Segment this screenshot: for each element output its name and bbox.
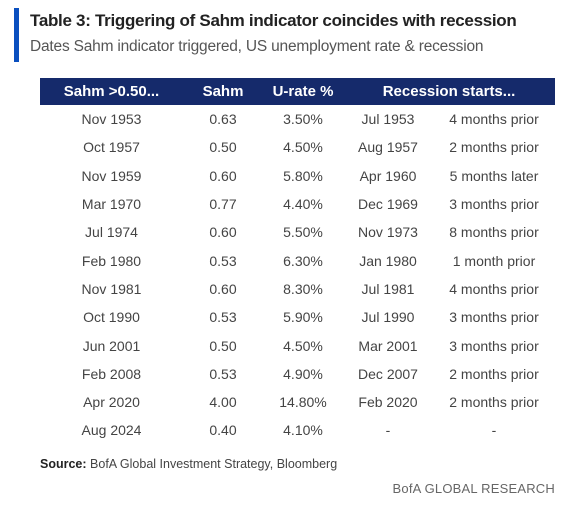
source-label: Source: (40, 457, 87, 471)
table-cell: 5.90% (283, 309, 323, 326)
column-header: Sahm >0.50... (40, 78, 183, 105)
table-cell: Apr 1960 (359, 167, 417, 184)
table-cell: 0.60 (209, 280, 237, 297)
table-cell: Aug 2024 (81, 422, 142, 439)
table-cell: Feb 2020 (358, 394, 418, 411)
table-cell: 8.30% (283, 280, 323, 297)
table-cell: Oct 1990 (83, 309, 140, 326)
table-row: Oct 1990 0.53 5.90% Jul 1990 3 months prior (40, 303, 555, 331)
table-cell: 3 months prior (449, 309, 539, 326)
table-cell: Aug 1957 (358, 139, 418, 156)
table-cell: Jul 1981 (361, 280, 415, 297)
table-cell: Nov 1953 (81, 111, 142, 128)
table-cell: 3 months prior (449, 196, 539, 213)
table-cell: 8 months prior (449, 224, 539, 241)
table-row: Nov 1959 0.60 5.80% Apr 1960 5 months later (40, 162, 555, 190)
table-cell: Nov 1973 (358, 224, 418, 241)
table-cell: Jun 2001 (82, 337, 141, 354)
table-row: Oct 1957 0.50 4.50% Aug 1957 2 months prior (40, 133, 555, 161)
table-cell: 2 months prior (449, 365, 539, 382)
table-cell: 4 months prior (449, 111, 539, 128)
column-header: Recession starts... (343, 78, 555, 105)
subtitle: Dates Sahm indicator triggered, US unemp… (30, 38, 484, 55)
table-cell: 4.50% (283, 139, 323, 156)
footer: BofA GLOBAL RESEARCH (392, 481, 555, 496)
table-cell: 4.40% (283, 196, 323, 213)
table-cell: 0.40 (209, 422, 237, 439)
table-cell: 4.00 (209, 394, 237, 411)
source-text: BofA Global Investment Strategy, Bloombe… (90, 457, 338, 471)
table-cell: 0.77 (209, 196, 237, 213)
table-cell: 4.90% (283, 365, 323, 382)
table-cell: - (491, 422, 497, 439)
table-cell: Jul 1990 (361, 309, 415, 326)
table-cell: 5.50% (283, 224, 323, 241)
table-cell: Dec 2007 (358, 365, 418, 382)
table-cell: 0.50 (209, 337, 237, 354)
table-cell: Feb 1980 (81, 252, 142, 269)
table-cell: 0.50 (209, 139, 237, 156)
table-cell: 0.53 (209, 365, 237, 382)
table-body: Nov 1953 0.63 3.50% Jul 1953 4 months prior O… (40, 105, 555, 445)
table-cell: Apr 2020 (83, 394, 140, 411)
column-header: U-rate % (263, 78, 343, 105)
table-cell: Jul 1953 (361, 111, 415, 128)
table-cell: 6.30% (283, 252, 323, 269)
table-cell: Jan 1980 (359, 252, 417, 269)
table-cell: Nov 1981 (81, 280, 142, 297)
table-cell: 2 months prior (449, 394, 539, 411)
accent-bar (14, 8, 19, 62)
table-row: Feb 1980 0.53 6.30% Jan 1980 1 month prior (40, 246, 555, 274)
table-cell: 4 months prior (449, 280, 539, 297)
table-cell: 0.60 (209, 224, 237, 241)
data-table: Sahm >0.50... Sahm U-rate % Recession start… (40, 78, 555, 445)
table-cell: Nov 1959 (81, 167, 142, 184)
table-cell: 0.63 (209, 111, 237, 128)
table-row: Apr 2020 4.00 14.80% Feb 2020 2 months prior (40, 388, 555, 416)
table-cell: 3 months prior (449, 337, 539, 354)
table-cell: 0.53 (209, 252, 237, 269)
table-cell: 2 months prior (449, 139, 539, 156)
table-cell: 5 months later (449, 167, 539, 184)
table-cell: Dec 1969 (358, 196, 418, 213)
table-cell: 5.80% (283, 167, 323, 184)
table-cell: 4.10% (283, 422, 323, 439)
table-row: Aug 2024 0.40 4.10% - - (40, 416, 555, 444)
table-cell: Jul 1974 (85, 224, 138, 241)
title: Table 3: Triggering of Sahm indicator co… (30, 11, 517, 30)
table-row: Nov 1981 0.60 8.30% Jul 1981 4 months prior (40, 275, 555, 303)
column-header: Sahm (183, 78, 263, 105)
table-cell: Mar 2001 (358, 337, 418, 354)
table-cell: 0.53 (209, 309, 237, 326)
table-cell: Feb 2008 (81, 365, 142, 382)
table-cell: Mar 1970 (81, 196, 142, 213)
table-cell: 4.50% (283, 337, 323, 354)
table-cell: 3.50% (283, 111, 323, 128)
table-row: Jul 1974 0.60 5.50% Nov 1973 8 months prior (40, 218, 555, 246)
table-row: Mar 1970 0.77 4.40% Dec 1969 3 months prior (40, 190, 555, 218)
table-row: Nov 1953 0.63 3.50% Jul 1953 4 months prior (40, 105, 555, 133)
table-row: Feb 2008 0.53 4.90% Dec 2007 2 months prior (40, 360, 555, 388)
table-cell: Oct 1957 (83, 139, 140, 156)
table-cell: 14.80% (279, 394, 327, 411)
table-cell: 0.60 (209, 167, 237, 184)
table-cell: 1 month prior (452, 252, 536, 269)
header-row: Sahm >0.50... Sahm U-rate % Recession start… (40, 78, 555, 105)
source: Source: BofA Global Investment Strategy,… (40, 457, 337, 471)
table-row: Jun 2001 0.50 4.50% Mar 2001 3 months prior (40, 331, 555, 359)
table-cell: - (385, 422, 391, 439)
